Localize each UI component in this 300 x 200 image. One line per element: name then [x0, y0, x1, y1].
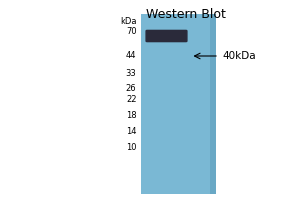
- Text: 40kDa: 40kDa: [222, 51, 256, 61]
- Bar: [141, 14, 216, 194]
- Text: 18: 18: [126, 112, 136, 120]
- Text: 44: 44: [126, 51, 136, 60]
- Text: 26: 26: [126, 84, 136, 93]
- Text: kDa: kDa: [120, 17, 136, 25]
- Text: 22: 22: [126, 96, 136, 104]
- Text: 14: 14: [126, 128, 136, 136]
- FancyBboxPatch shape: [146, 30, 187, 42]
- Text: Western Blot: Western Blot: [146, 8, 226, 21]
- Bar: [210, 14, 216, 194]
- Text: 70: 70: [126, 27, 136, 36]
- Text: 10: 10: [126, 142, 136, 152]
- Text: 33: 33: [126, 70, 136, 78]
